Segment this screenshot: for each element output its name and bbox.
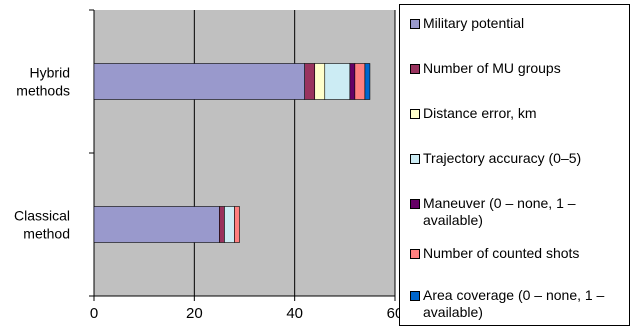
bar-segment xyxy=(304,63,316,100)
legend: Military potential Number of MU groups Dis… xyxy=(399,4,630,326)
plot-area: 0 20 40 60 Hybrid methods Classical method xyxy=(14,9,400,322)
legend-item: Area coverage (0 – none, 1 – available) xyxy=(400,287,631,327)
category-label: methods xyxy=(16,83,70,99)
stacked-bar-chart: 0 20 40 60 Hybrid methods Classical method xyxy=(14,9,400,322)
legend-item: Trajectory accuracy (0–5) xyxy=(400,150,631,190)
category-label: Hybrid xyxy=(30,65,70,81)
legend-label: Distance error, km xyxy=(423,105,537,121)
x-tick-label: 20 xyxy=(186,305,203,322)
legend-swatch xyxy=(410,249,420,259)
x-tick-label: 60 xyxy=(387,305,400,322)
legend-label: Area coverage (0 – none, 1 – available) xyxy=(423,287,605,320)
x-tick-label: 40 xyxy=(286,305,303,322)
legend-label: Military potential xyxy=(423,15,525,31)
legend-item: Distance error, km xyxy=(400,105,631,145)
bar-segment xyxy=(349,63,356,100)
bar-segment xyxy=(324,63,351,100)
legend-label: Trajectory accuracy (0–5) xyxy=(423,150,582,166)
x-tick-label: 0 xyxy=(90,305,98,322)
bar-segment xyxy=(93,63,305,100)
bar-segment xyxy=(364,63,371,100)
legend-swatch xyxy=(410,199,420,209)
legend-label: Number of MU groups xyxy=(423,60,561,76)
category-label: method xyxy=(23,226,70,242)
legend-swatch xyxy=(410,109,420,119)
bar-segment xyxy=(234,206,240,243)
legend-item: Military potential xyxy=(400,15,631,55)
legend-item: Number of MU groups xyxy=(400,60,631,100)
bar-segment xyxy=(354,63,366,100)
legend-swatch xyxy=(410,19,420,29)
legend-swatch xyxy=(410,64,420,74)
plot-background xyxy=(94,10,395,296)
bar-segment xyxy=(93,206,220,243)
bar-segment xyxy=(224,206,235,243)
legend-label: Number of counted shots xyxy=(423,245,580,261)
bar-segment xyxy=(219,206,225,243)
legend-swatch xyxy=(410,291,420,301)
legend-item: Maneuver (0 – none, 1 – available) xyxy=(400,195,631,235)
bar-segment xyxy=(314,63,326,100)
legend-label: Maneuver (0 – none, 1 – available) xyxy=(423,195,576,228)
legend-swatch xyxy=(410,154,420,164)
category-label: Classical xyxy=(14,208,70,224)
legend-item: Number of counted shots xyxy=(400,245,631,285)
